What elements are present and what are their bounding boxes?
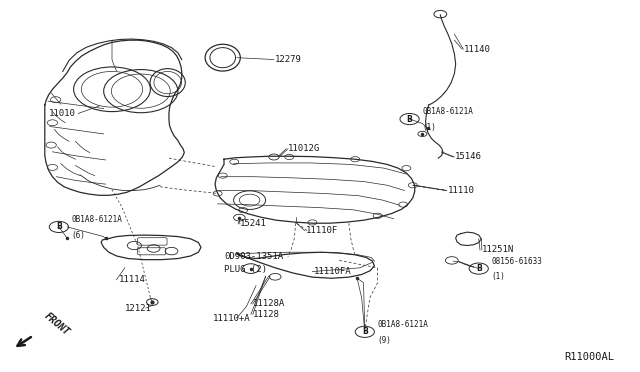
Text: (9): (9) — [378, 336, 392, 344]
Text: (1): (1) — [492, 272, 506, 281]
Text: 12279: 12279 — [275, 55, 302, 64]
Text: 0D903-1351A: 0D903-1351A — [224, 252, 283, 261]
Text: (1): (1) — [422, 123, 436, 132]
Text: B: B — [362, 327, 367, 336]
Text: B: B — [476, 264, 481, 273]
Text: B: B — [407, 115, 412, 124]
Text: 11128: 11128 — [253, 310, 280, 319]
Text: 11128A: 11128A — [253, 299, 285, 308]
Text: 11110FA: 11110FA — [314, 267, 351, 276]
Text: 11010: 11010 — [49, 109, 76, 118]
Text: B: B — [56, 222, 61, 231]
Text: 08156-61633: 08156-61633 — [492, 257, 542, 266]
Text: 11140: 11140 — [463, 45, 490, 54]
Text: 11114: 11114 — [118, 275, 145, 284]
Text: 11110F: 11110F — [306, 226, 338, 235]
Text: 15146: 15146 — [454, 153, 481, 161]
Text: FRONT: FRONT — [42, 311, 71, 338]
Text: 11251N: 11251N — [482, 246, 514, 254]
Text: 0B1A8-6121A: 0B1A8-6121A — [72, 215, 122, 224]
Text: 11012G: 11012G — [288, 144, 320, 153]
Text: (6): (6) — [72, 231, 86, 240]
Text: 11110+A: 11110+A — [212, 314, 250, 323]
Text: R11000AL: R11000AL — [564, 352, 614, 362]
Text: PLUG (2): PLUG (2) — [224, 265, 267, 274]
Text: 0B1A8-6121A: 0B1A8-6121A — [422, 107, 473, 116]
Text: 12121: 12121 — [125, 304, 152, 313]
Text: 15241: 15241 — [240, 219, 267, 228]
Text: 0B1A8-6121A: 0B1A8-6121A — [378, 320, 428, 329]
Text: 11110: 11110 — [448, 186, 475, 195]
